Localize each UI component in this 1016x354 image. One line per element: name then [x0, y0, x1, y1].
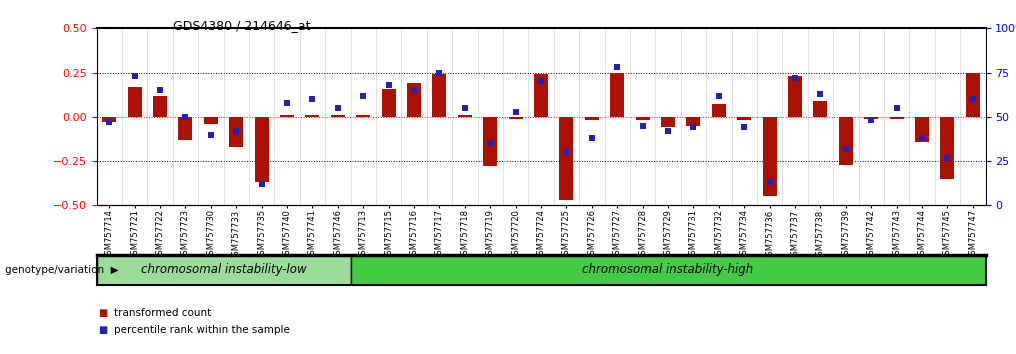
Text: chromosomal instability-high: chromosomal instability-high — [582, 263, 754, 276]
Bar — [179, 117, 192, 140]
Bar — [433, 74, 446, 117]
Bar — [865, 117, 878, 119]
Text: transformed count: transformed count — [114, 308, 211, 318]
Text: genotype/variation  ▶: genotype/variation ▶ — [5, 265, 119, 275]
Bar — [661, 117, 675, 127]
Text: GDS4380 / 214646_at: GDS4380 / 214646_at — [173, 19, 310, 33]
Bar — [458, 115, 471, 117]
Bar — [839, 117, 852, 165]
Bar — [255, 117, 268, 182]
Bar — [890, 117, 903, 119]
Bar — [280, 115, 294, 117]
Bar — [153, 96, 167, 117]
Bar — [788, 76, 802, 117]
Bar — [509, 117, 522, 119]
Bar — [357, 115, 370, 117]
Bar — [128, 87, 141, 117]
Text: chromosomal instability-low: chromosomal instability-low — [140, 263, 307, 276]
Text: ■: ■ — [99, 325, 108, 335]
Bar — [407, 83, 421, 117]
Bar — [814, 101, 827, 117]
Bar — [738, 117, 751, 120]
Bar — [915, 117, 929, 142]
Bar — [484, 117, 497, 166]
Bar — [560, 117, 573, 200]
Bar — [712, 104, 725, 117]
Bar — [966, 73, 979, 117]
Bar — [306, 115, 319, 117]
Bar — [534, 74, 548, 117]
Bar — [763, 117, 776, 196]
Bar — [382, 88, 395, 117]
Bar — [351, 255, 986, 285]
Text: percentile rank within the sample: percentile rank within the sample — [114, 325, 290, 335]
Bar — [230, 117, 243, 147]
Bar — [331, 115, 344, 117]
Bar — [103, 117, 116, 122]
Bar — [687, 117, 700, 126]
Bar — [636, 117, 649, 120]
Bar — [204, 117, 217, 124]
Bar — [941, 117, 954, 179]
Bar — [611, 73, 624, 117]
Bar — [585, 117, 598, 120]
Bar — [97, 255, 351, 285]
Text: ■: ■ — [99, 308, 108, 318]
